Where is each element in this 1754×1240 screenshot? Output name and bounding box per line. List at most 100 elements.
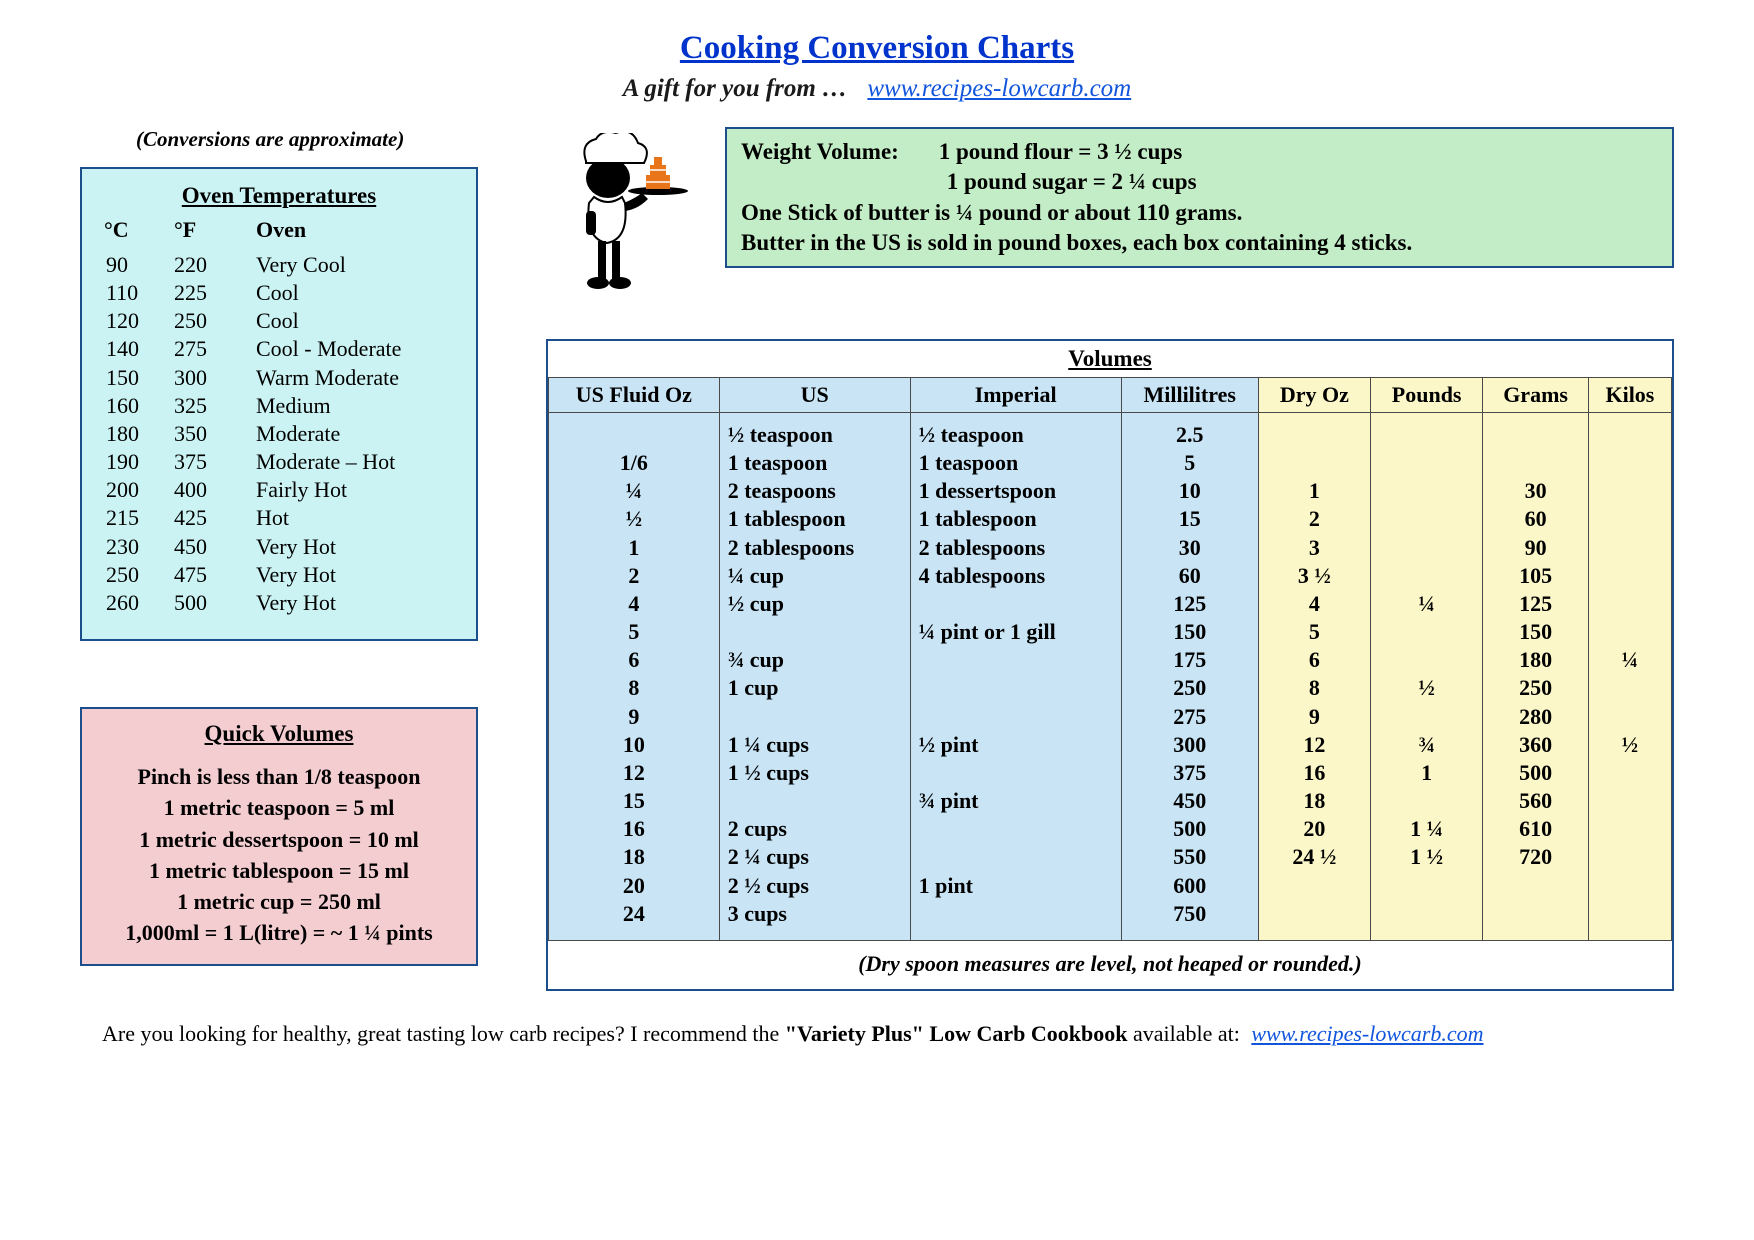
oven-col-c: °C — [96, 215, 170, 251]
table-cell: ¼ pint or 1 gill — [910, 618, 1121, 646]
table-cell: 2 tablespoons — [719, 534, 910, 562]
table-cell — [1483, 413, 1589, 450]
table-cell: 450 — [170, 533, 252, 561]
table-cell — [1258, 872, 1370, 900]
table-cell: 4 — [549, 590, 720, 618]
volumes-title: Volumes — [548, 341, 1672, 377]
volumes-table-body: ½ teaspoon½ teaspoon2.51/61 teaspoon1 te… — [549, 413, 1672, 941]
volumes-col-header: Imperial — [910, 378, 1121, 413]
table-cell — [1588, 477, 1671, 505]
table-cell — [1588, 815, 1671, 843]
table-cell: ¼ cup — [719, 562, 910, 590]
table-cell — [1371, 646, 1483, 674]
right-top-row: Weight Volume: 1 pound flour = 3 ½ cups … — [546, 127, 1674, 293]
table-cell: 6 — [1258, 646, 1370, 674]
header: Cooking Conversion Charts A gift for you… — [80, 30, 1674, 103]
table-cell: 1 ¼ — [1371, 815, 1483, 843]
table-cell — [910, 674, 1121, 702]
table-row: 92759280 — [549, 703, 1672, 731]
table-cell: ¾ cup — [719, 646, 910, 674]
oven-col-f: °F — [170, 215, 252, 251]
info-line-4: Butter in the US is sold in pound boxes,… — [741, 228, 1658, 258]
table-cell: 3 ½ — [1258, 562, 1370, 590]
table-cell: 1/6 — [549, 449, 720, 477]
table-cell: 2 — [1258, 505, 1370, 533]
table-cell: 500 — [1121, 815, 1258, 843]
table-cell: 475 — [170, 561, 252, 589]
table-cell: 30 — [1483, 477, 1589, 505]
table-cell: 30 — [1121, 534, 1258, 562]
table-cell — [1588, 674, 1671, 702]
table-cell: 15 — [1121, 505, 1258, 533]
table-cell — [910, 900, 1121, 941]
table-cell: 5 — [1121, 449, 1258, 477]
table-cell: 275 — [170, 335, 252, 363]
table-cell — [1588, 590, 1671, 618]
table-cell: 550 — [1121, 843, 1258, 871]
table-row: 90220Very Cool — [96, 251, 462, 279]
table-cell: 300 — [1121, 731, 1258, 759]
table-row: 190375Moderate – Hot — [96, 448, 462, 476]
oven-table: °C °F Oven 90220Very Cool110225Cool12025… — [96, 215, 462, 617]
table-cell: 10 — [549, 731, 720, 759]
table-cell: 4 tablespoons — [910, 562, 1121, 590]
table-row: 215425Hot — [96, 504, 462, 532]
table-cell: 250 — [1483, 674, 1589, 702]
table-cell: 8 — [549, 674, 720, 702]
table-cell — [1483, 872, 1589, 900]
table-cell: ½ — [1371, 674, 1483, 702]
table-cell: ¾ pint — [910, 787, 1121, 815]
table-cell: 425 — [170, 504, 252, 532]
subtitle-prefix: A gift for you from … — [623, 75, 847, 102]
left-column: (Conversions are approximate) Oven Tempe… — [80, 121, 500, 966]
table-cell: 5 — [1258, 618, 1370, 646]
table-cell: 1 — [1258, 477, 1370, 505]
table-cell: 200 — [96, 476, 170, 504]
volumes-col-header: Pounds — [1371, 378, 1483, 413]
table-cell: 150 — [96, 364, 170, 392]
table-cell: 720 — [1483, 843, 1589, 871]
table-cell: ¼ — [1588, 646, 1671, 674]
volumes-col-header: Dry Oz — [1258, 378, 1370, 413]
table-cell: Medium — [252, 392, 462, 420]
approx-note: (Conversions are approximate) — [136, 127, 500, 152]
table-cell — [1371, 449, 1483, 477]
table-cell: 150 — [1121, 618, 1258, 646]
footer-link[interactable]: www.recipes-lowcarb.com — [1251, 1021, 1483, 1046]
table-cell: ½ cup — [719, 590, 910, 618]
table-row: ½1 tablespoon1 tablespoon15260 — [549, 505, 1672, 533]
table-cell — [1588, 843, 1671, 871]
table-cell — [1371, 562, 1483, 590]
table-row: 2¼ cup4 tablespoons603 ½105 — [549, 562, 1672, 590]
table-row: 202 ½ cups1 pint600 — [549, 872, 1672, 900]
chef-icon — [546, 133, 691, 293]
table-cell: 225 — [170, 279, 252, 307]
table-cell — [719, 787, 910, 815]
table-row: 6¾ cup1756180¼ — [549, 646, 1672, 674]
table-cell: 2 cups — [719, 815, 910, 843]
table-cell — [1258, 413, 1370, 450]
table-cell — [910, 815, 1121, 843]
table-cell: 6 — [549, 646, 720, 674]
table-cell: ½ — [549, 505, 720, 533]
table-cell: ½ pint — [910, 731, 1121, 759]
volumes-footnote: (Dry spoon measures are level, not heape… — [548, 941, 1672, 989]
table-cell: 125 — [1483, 590, 1589, 618]
quick-volume-line: Pinch is less than 1/8 teaspoon — [92, 761, 466, 792]
footer: Are you looking for healthy, great tasti… — [80, 1021, 1674, 1047]
table-cell: Cool — [252, 279, 462, 307]
table-cell: 1 — [1371, 759, 1483, 787]
table-cell: 4 — [1258, 590, 1370, 618]
table-cell: 105 — [1483, 562, 1589, 590]
table-cell — [1588, 562, 1671, 590]
info-line-3: One Stick of butter is ¼ pound or about … — [741, 198, 1658, 228]
quick-volumes-title: Quick Volumes — [92, 721, 466, 747]
quick-volume-line: 1 metric tablespoon = 15 ml — [92, 855, 466, 886]
volumes-table: US Fluid OzUSImperialMillilitresDry OzPo… — [548, 377, 1672, 941]
table-cell: 175 — [1121, 646, 1258, 674]
table-cell: 260 — [96, 589, 170, 617]
subtitle-link[interactable]: www.recipes-lowcarb.com — [867, 75, 1131, 102]
table-cell: 90 — [96, 251, 170, 279]
table-cell: 610 — [1483, 815, 1589, 843]
page-root: Cooking Conversion Charts A gift for you… — [0, 0, 1754, 1067]
